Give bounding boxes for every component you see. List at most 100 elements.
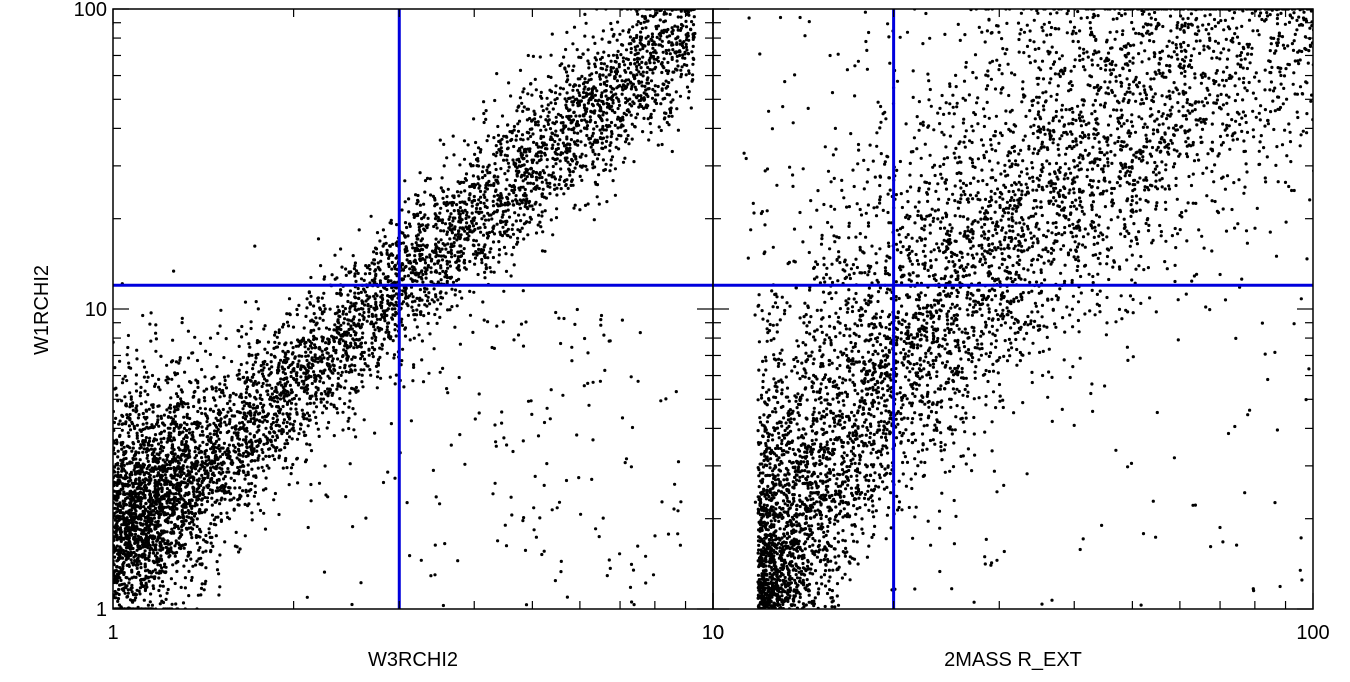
scatter-point <box>180 533 184 537</box>
scatter-point <box>604 75 608 79</box>
scatter-point <box>134 457 138 461</box>
scatter-point <box>495 324 499 328</box>
scatter-point <box>210 503 214 507</box>
scatter-point <box>151 559 155 563</box>
scatter-point <box>566 160 570 164</box>
scatter-point <box>281 421 286 425</box>
scatter-point <box>372 250 376 254</box>
scatter-point <box>146 459 150 463</box>
scatter-point <box>431 468 435 472</box>
scatter-point <box>204 508 208 512</box>
scatter-point <box>180 528 184 532</box>
scatter-point <box>502 245 507 249</box>
scatter-point <box>180 510 184 514</box>
scatter-point <box>583 12 587 16</box>
scatter-point <box>519 322 524 326</box>
scatter-point <box>289 401 294 405</box>
scatter-point <box>516 122 520 126</box>
scatter-point <box>448 237 452 241</box>
scatter-point <box>143 588 147 593</box>
scatter-point <box>418 203 422 207</box>
scatter-point <box>526 92 530 96</box>
scatter-point <box>600 99 604 103</box>
scatter-point <box>120 447 124 451</box>
scatter-point <box>344 351 348 355</box>
scatter-point <box>389 279 393 283</box>
scatter-point <box>244 473 248 477</box>
scatter-point <box>260 372 265 376</box>
scatter-point <box>451 244 455 248</box>
scatter-point <box>175 560 179 564</box>
scatter-point <box>674 90 678 94</box>
scatter-point <box>139 578 143 582</box>
scatter-point <box>408 224 412 228</box>
scatter-point <box>568 83 572 87</box>
scatter-point <box>577 91 581 95</box>
scatter-point <box>175 478 179 482</box>
scatter-point <box>421 272 425 277</box>
scatter-point <box>616 20 620 24</box>
scatter-point <box>659 128 663 133</box>
scatter-point <box>444 203 448 207</box>
scatter-point <box>647 58 651 62</box>
scatter-point <box>370 312 374 316</box>
scatter-point <box>456 232 460 236</box>
scatter-point <box>559 187 563 191</box>
scatter-point <box>310 341 314 345</box>
scatter-point <box>670 57 674 62</box>
scatter-point <box>643 44 647 48</box>
scatter-point <box>289 472 293 476</box>
scatter-point <box>565 595 570 599</box>
scatter-point <box>184 558 188 562</box>
scatter-point <box>571 95 575 99</box>
scatter-point <box>327 327 331 331</box>
scatter-point <box>517 164 521 168</box>
scatter-point <box>118 566 122 570</box>
scatter-point <box>391 242 395 246</box>
scatter-point <box>575 307 579 312</box>
scatter-point <box>325 400 329 404</box>
scatter-point <box>626 66 631 70</box>
scatter-point <box>675 59 679 63</box>
scatter-point <box>439 290 443 294</box>
scatter-point <box>257 424 261 428</box>
scatter-point <box>135 423 139 427</box>
scatter-point <box>522 213 526 217</box>
scatter-point <box>143 545 147 549</box>
scatter-point <box>179 466 183 470</box>
scatter-point <box>486 256 490 260</box>
scatter-point <box>392 356 396 360</box>
scatter-point <box>177 384 181 388</box>
scatter-point <box>440 258 445 262</box>
scatter-point <box>117 481 121 486</box>
scatter-point <box>386 262 391 266</box>
scatter-point <box>481 165 485 169</box>
scatter-point <box>505 195 509 199</box>
scatter-point <box>432 347 436 351</box>
scatter-point <box>157 515 161 519</box>
scatter-point <box>351 407 355 411</box>
scatter-point <box>448 201 452 205</box>
scatter-point <box>242 451 246 455</box>
scatter-point <box>186 405 190 409</box>
scatter-point <box>387 256 391 260</box>
scatter-point <box>323 464 327 468</box>
scatter-point <box>340 265 344 269</box>
scatter-point <box>314 397 319 401</box>
scatter-point <box>253 360 257 364</box>
scatter-point <box>145 370 149 374</box>
scatter-point <box>619 125 623 129</box>
scatter-point <box>474 250 478 254</box>
scatter-point <box>266 393 270 397</box>
scatter-point <box>220 484 224 488</box>
scatter-point <box>483 253 487 257</box>
scatter-point <box>597 535 601 539</box>
scatter-point <box>275 420 279 424</box>
scatter-point <box>269 353 273 357</box>
scatter-point <box>302 365 306 369</box>
scatter-point <box>173 469 177 473</box>
scatter-point <box>124 575 128 580</box>
scatter-point <box>591 162 595 166</box>
scatter-point <box>630 425 635 430</box>
scatter-point <box>177 432 181 437</box>
